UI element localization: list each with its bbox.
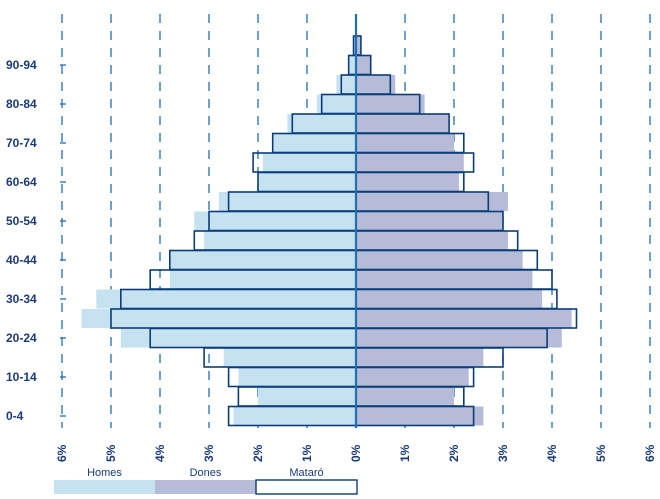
- dones-bar: [356, 153, 464, 172]
- fill-bars: [81, 36, 572, 426]
- dones-bar: [356, 36, 361, 55]
- dones-bar: [356, 94, 425, 114]
- dones-bar: [356, 309, 572, 328]
- dones-bar: [356, 270, 533, 289]
- dones-bar: [356, 114, 450, 133]
- x-tick-label: 3%: [496, 444, 510, 462]
- y-tick-label: 70-74: [6, 136, 37, 150]
- dones-bar: [356, 387, 454, 406]
- homes-bar: [272, 133, 356, 153]
- dones-bar: [356, 172, 459, 192]
- homes-bar: [348, 55, 356, 75]
- x-tick-label: 0%: [349, 444, 363, 462]
- dones-bar: [356, 250, 523, 270]
- legend-label: Homes: [87, 467, 122, 479]
- y-tick-label: 80-84: [6, 97, 37, 111]
- x-tick-labels: 6% 5% 4% 3% 2% 1% 0% 1% 2% 3% 4% 5% 6%: [55, 444, 657, 462]
- legend-label: Dones: [190, 467, 222, 479]
- x-tick-label: 1%: [398, 444, 412, 462]
- x-tick-label: 4%: [545, 444, 559, 462]
- homes-bar: [194, 211, 356, 231]
- homes-bar: [81, 309, 356, 328]
- x-tick-label: 6%: [643, 444, 657, 462]
- homes-bar: [169, 270, 356, 289]
- homes-bar: [204, 231, 356, 250]
- dones-bar: [356, 231, 508, 250]
- homes-bar: [169, 250, 356, 270]
- dones-bar: [356, 328, 562, 348]
- homes-bar: [258, 172, 356, 192]
- outline-bars: [110, 35, 578, 427]
- y-tick-labels: 0-4 10-14 20-24 30-34 40-44 50-54 60-64 70-74 80…: [6, 58, 66, 423]
- x-tick-label: 5%: [594, 444, 608, 462]
- dones-bar: [356, 289, 543, 309]
- y-tick-label: 60-64: [6, 175, 37, 189]
- homes-bar: [238, 367, 356, 387]
- homes-bar: [96, 289, 357, 309]
- x-tick-label: 6%: [55, 444, 69, 462]
- y-tick-label: 10-14: [6, 370, 37, 384]
- legend: Homes Dones Mataró: [54, 467, 358, 495]
- x-tick-label: 2%: [447, 444, 461, 462]
- homes-bar: [287, 114, 356, 133]
- x-tick-label: 4%: [153, 444, 167, 462]
- y-tick-label: 90-94: [6, 58, 37, 72]
- homes-bar: [353, 36, 356, 55]
- homes-bar: [223, 348, 356, 367]
- dones-bar: [356, 367, 469, 387]
- y-tick-label: 0-4: [6, 409, 24, 423]
- dones-bar: [356, 348, 484, 367]
- legend-swatch: [255, 479, 358, 495]
- legend-swatch: [54, 480, 155, 494]
- dones-bar: [356, 211, 503, 231]
- homes-bar: [316, 94, 356, 114]
- dones-bar: [356, 75, 396, 94]
- x-tick-label: 5%: [104, 444, 118, 462]
- dones-bar: [356, 192, 508, 211]
- y-tick-label: 40-44: [6, 253, 37, 267]
- dones-bar: [356, 55, 371, 75]
- x-tick-label: 2%: [251, 444, 265, 462]
- y-tick-label: 30-34: [6, 292, 37, 306]
- homes-bar: [262, 153, 356, 172]
- y-tick-label: 20-24: [6, 331, 37, 345]
- homes-bar: [336, 75, 356, 94]
- homes-bar: [120, 328, 356, 348]
- legend-label: Mataró: [289, 467, 323, 479]
- homes-bar: [233, 406, 356, 426]
- x-tick-label: 1%: [300, 444, 314, 462]
- homes-bar: [218, 192, 356, 211]
- homes-bar: [258, 387, 356, 406]
- x-tick-label: 3%: [202, 444, 216, 462]
- dones-bar: [356, 406, 484, 426]
- dones-bar: [356, 133, 454, 153]
- y-tick-label: 50-54: [6, 214, 37, 228]
- legend-swatch: [155, 480, 256, 494]
